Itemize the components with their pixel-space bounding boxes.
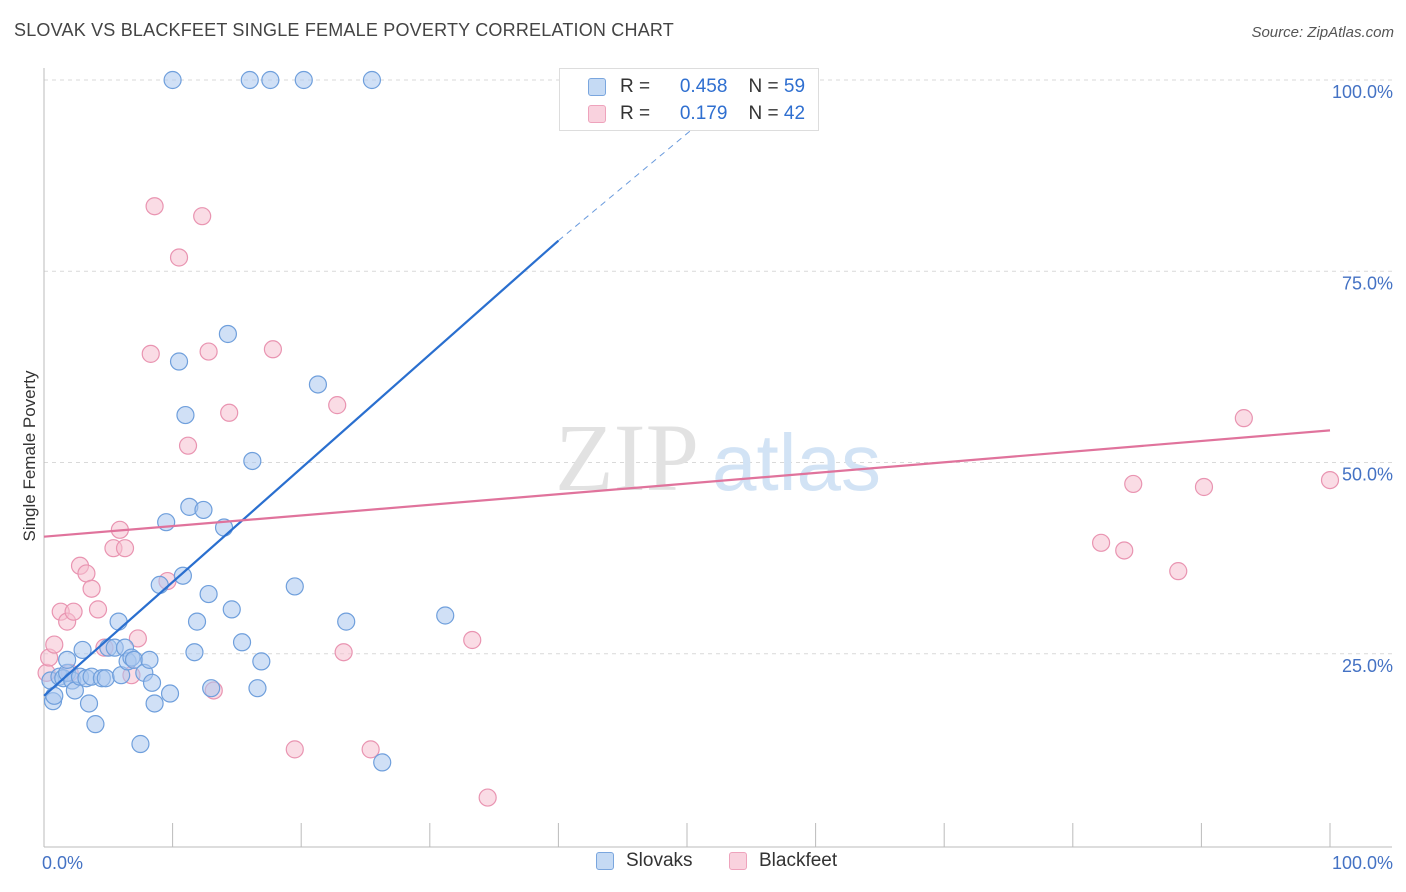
y-tick-label-50: 50.0% [1342, 465, 1393, 485]
blackfeet-point [1195, 478, 1212, 495]
correlation-legend: R = 0.458 N = 59 R = 0.179 N = 42 [559, 68, 819, 131]
blackfeet-legend-label: Blackfeet [759, 850, 837, 872]
slovaks-point [374, 754, 391, 771]
blackfeet-point [194, 208, 211, 225]
bottom-legend-slovaks: Slovaks [596, 850, 693, 872]
slovaks-point [171, 353, 188, 370]
blackfeet-point [1125, 475, 1142, 492]
blackfeet-legend-swatch [729, 852, 747, 870]
slovaks-point [309, 376, 326, 393]
blackfeet-point [65, 603, 82, 620]
slovaks-point [59, 651, 76, 668]
slovaks-point [262, 72, 279, 89]
x-tick-max: 100.0% [1332, 853, 1393, 873]
slovaks-swatch [588, 78, 606, 96]
blackfeet-point [117, 540, 134, 557]
blackfeet-point [180, 437, 197, 454]
slovaks-point [195, 501, 212, 518]
blackfeet-point [200, 343, 217, 360]
slovaks-point [186, 644, 203, 661]
plot-area: ZIP atlas Single Female Poverty 0.0% 100… [0, 0, 1406, 892]
slovaks-point [87, 716, 104, 733]
y-tick-label-100: 100.0% [1332, 82, 1393, 102]
blackfeet-point [46, 636, 63, 653]
legend-r-label: R = [620, 76, 650, 98]
slovaks-point [164, 72, 181, 89]
slovaks-trend-line [44, 241, 558, 696]
slovaks-point [253, 653, 270, 670]
slovaks-point [203, 680, 220, 697]
slovaks-point [286, 578, 303, 595]
legend-r-label: R = [620, 103, 650, 125]
legend-row-slovaks: R = 0.458 N = 59 [560, 74, 805, 100]
slovaks-point [151, 576, 168, 593]
blackfeet-point [464, 631, 481, 648]
slovaks-point [81, 695, 98, 712]
slovaks-point [174, 567, 191, 584]
blackfeet-point [1235, 410, 1252, 427]
slovaks-point [234, 634, 251, 651]
bottom-legend-blackfeet: Blackfeet [729, 850, 837, 872]
slovaks-point [132, 736, 149, 753]
slovaks-point [200, 586, 217, 603]
slovaks-point [162, 685, 179, 702]
blackfeet-point [142, 345, 159, 362]
slovaks-point [219, 325, 236, 342]
watermark-zip: ZIP [555, 404, 699, 511]
slovaks-point [141, 651, 158, 668]
blackfeet-point [146, 198, 163, 215]
legend-row-blackfeet: R = 0.179 N = 42 [560, 101, 805, 127]
slovaks-legend-label: Slovaks [626, 850, 693, 872]
blackfeet-point [286, 741, 303, 758]
slovaks-point [241, 72, 258, 89]
blackfeet-point [1322, 472, 1339, 489]
blackfeet-point [335, 644, 352, 661]
x-tick-min: 0.0% [42, 853, 83, 873]
slovaks-point [295, 72, 312, 89]
slovaks-point [363, 72, 380, 89]
legend-n-label: N = [749, 76, 779, 98]
grid [44, 80, 1392, 654]
slovaks-point [97, 670, 114, 687]
slovaks-point [146, 695, 163, 712]
slovaks-point [338, 613, 355, 630]
y-tick-labels: 25.0% 50.0% 75.0% 100.0% [1332, 82, 1393, 676]
blackfeet-point [264, 341, 281, 358]
y-tick-label-75: 75.0% [1342, 273, 1393, 293]
slovaks-point [249, 680, 266, 697]
slovaks-point [223, 601, 240, 618]
blackfeet-point [1170, 563, 1187, 580]
blackfeet-point [1093, 534, 1110, 551]
blackfeet-point [1116, 542, 1133, 559]
blackfeet-point [221, 404, 238, 421]
legend-r-value-slovaks: 0.458 [655, 76, 727, 98]
legend-n-value-slovaks: 59 [784, 76, 805, 98]
slovaks-point [110, 613, 127, 630]
slovaks-point [189, 613, 206, 630]
legend-r-value-blackfeet: 0.179 [655, 103, 727, 125]
slovaks-point [46, 687, 63, 704]
y-axis-label: Single Female Poverty [20, 370, 39, 542]
slovaks-point [177, 407, 194, 424]
legend-n-value-blackfeet: 42 [784, 103, 805, 125]
slovaks-point [437, 607, 454, 624]
blackfeet-swatch [588, 105, 606, 123]
y-tick-label-25: 25.0% [1342, 656, 1393, 676]
slovaks-point [244, 452, 261, 469]
slovaks-points [42, 72, 454, 771]
slovaks-legend-swatch [596, 852, 614, 870]
watermark-atlas: atlas [712, 418, 881, 507]
blackfeet-point [83, 580, 100, 597]
slovaks-point [144, 674, 161, 691]
blackfeet-point [78, 565, 95, 582]
watermark: ZIP atlas [555, 404, 881, 511]
legend-n-label: N = [749, 103, 779, 125]
blackfeet-point [90, 601, 107, 618]
blackfeet-point [479, 789, 496, 806]
blackfeet-point [329, 397, 346, 414]
blackfeet-point [171, 249, 188, 266]
